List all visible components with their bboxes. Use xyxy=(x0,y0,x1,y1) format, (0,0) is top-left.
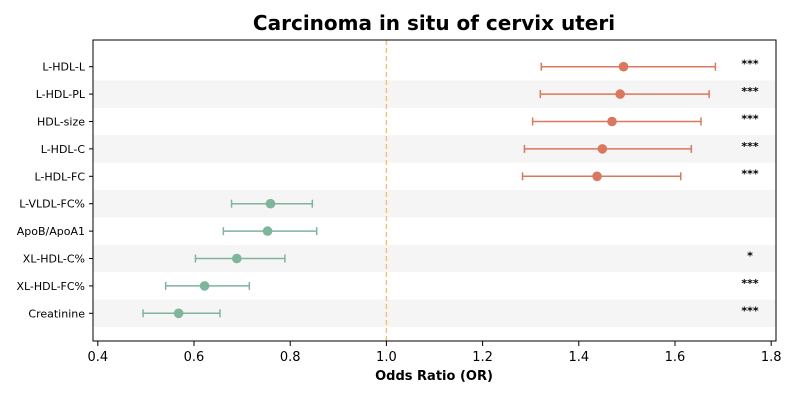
x-tick-label: 0.8 xyxy=(280,350,301,365)
plot-frame xyxy=(92,39,777,342)
significance-label: *** xyxy=(741,140,759,153)
significance-label: *** xyxy=(741,85,759,98)
chart-title: Carcinoma in situ of cervix uteri xyxy=(253,11,615,35)
y-axis: L-HDL-L L-HDL-PL HDL-size L-HDL-C L-HDL-FC L-… xyxy=(16,61,93,320)
x-tick-label: 1.2 xyxy=(472,350,493,365)
or-point xyxy=(607,116,617,127)
significance-label: *** xyxy=(741,304,759,317)
y-tick-label: ApoB/ApoA1 xyxy=(17,225,85,238)
y-tick-label: L-HDL-FC xyxy=(34,170,85,183)
x-axis: 0.4 0.6 0.8 1.0 1.2 1.4 1.6 1.8 xyxy=(87,341,782,365)
significance-label: *** xyxy=(741,58,759,71)
or-point xyxy=(265,198,276,209)
or-point xyxy=(199,281,210,291)
row-stripes xyxy=(93,80,776,327)
x-tick-label: 0.4 xyxy=(87,350,108,365)
x-axis-label: Odds Ratio (OR) xyxy=(375,369,493,384)
or-point xyxy=(597,144,608,154)
data-rows: ********************** xyxy=(142,58,759,319)
or-point xyxy=(262,226,273,236)
y-tick-label: L-HDL-C xyxy=(41,143,86,156)
y-tick-label: L-HDL-PL xyxy=(36,88,86,101)
or-point xyxy=(232,253,242,264)
or-point xyxy=(618,61,629,72)
significance-label: *** xyxy=(741,277,759,290)
significance-label: * xyxy=(747,250,753,263)
or-point xyxy=(173,308,184,319)
x-tick-label: 1.6 xyxy=(665,350,686,365)
y-tick-label: XL-HDL-FC% xyxy=(16,280,85,293)
or-point xyxy=(592,171,602,182)
x-tick-label: 1.8 xyxy=(761,350,782,365)
y-tick-label: L-VLDL-FC% xyxy=(19,198,85,211)
significance-label: *** xyxy=(741,113,759,126)
row-stripe xyxy=(93,190,776,218)
y-tick-label: L-HDL-L xyxy=(42,61,86,74)
or-point xyxy=(615,89,625,99)
x-tick-label: 1.4 xyxy=(568,350,589,365)
x-tick-label: 0.6 xyxy=(184,350,205,365)
y-tick-label: HDL-size xyxy=(37,116,85,129)
y-tick-label: Creatinine xyxy=(28,307,85,320)
y-tick-label: XL-HDL-C% xyxy=(23,253,85,266)
x-tick-label: 1.0 xyxy=(376,350,397,365)
significance-label: *** xyxy=(741,167,759,180)
